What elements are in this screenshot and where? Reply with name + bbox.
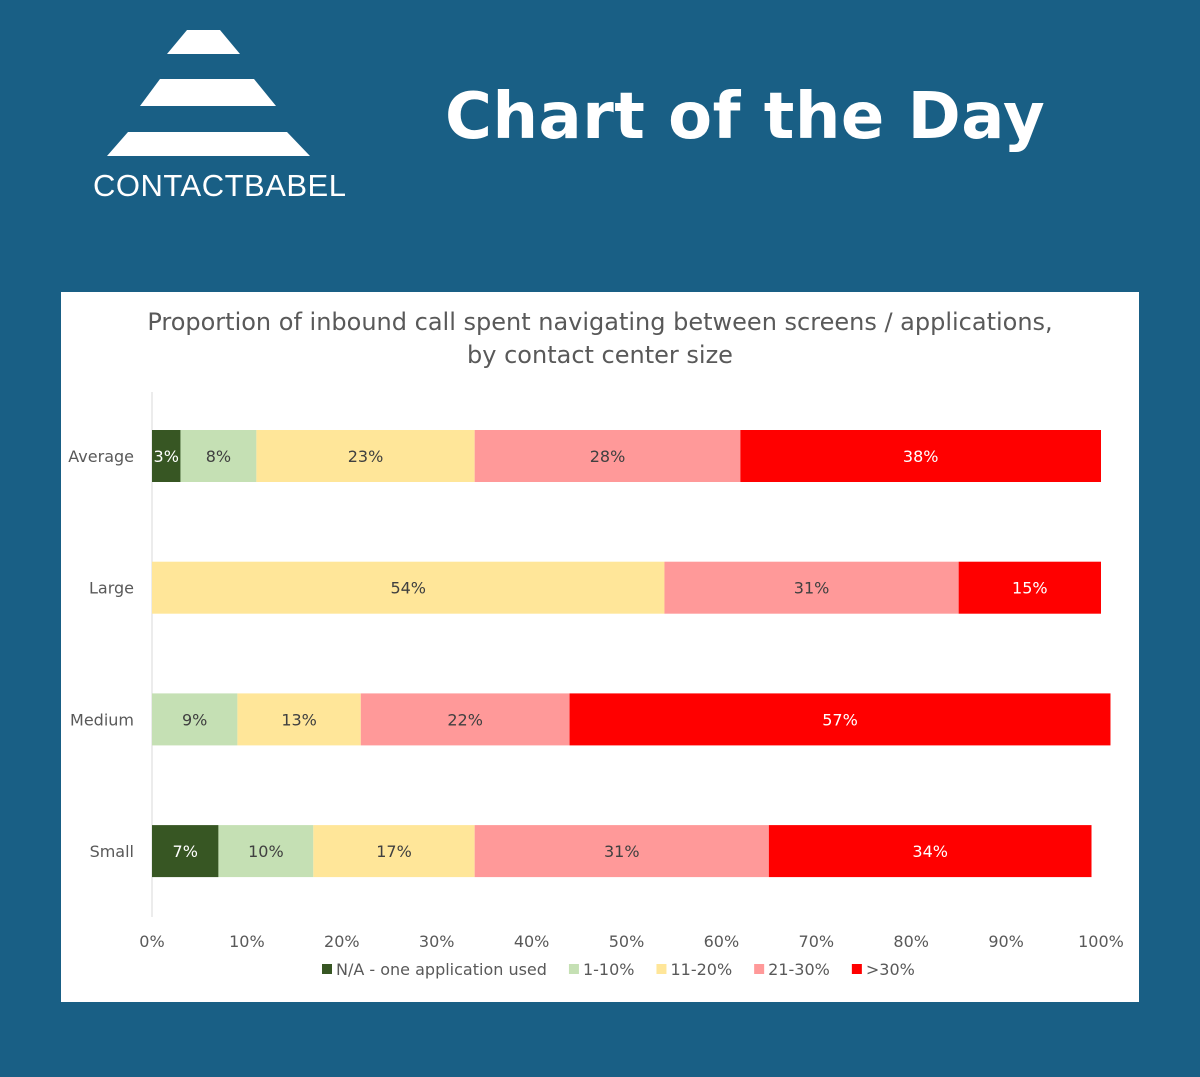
- stacked-bar-chart: Average 3% 8% 23% 28% 38% Large 54% 31% 15% Medium…: [68, 392, 1124, 979]
- category-label-small: Small: [90, 842, 134, 861]
- bar-segment: [360, 693, 570, 746]
- bar-segment: [180, 430, 257, 482]
- chart-title-line-2: by contact center size: [467, 341, 733, 369]
- legend-label: 11-20%: [670, 960, 732, 979]
- data-label: 7%: [173, 842, 198, 861]
- bar-segment: [313, 825, 475, 878]
- bar-segment: [958, 561, 1101, 614]
- chart-title: Proportion of inbound call spent navigat…: [61, 306, 1139, 372]
- logo-tier-top: [167, 30, 240, 54]
- x-tick-label: 70%: [799, 932, 835, 951]
- data-label: 13%: [281, 710, 317, 729]
- bar-segment: [474, 430, 741, 482]
- x-tick-label: 0%: [139, 932, 164, 951]
- x-tick-label: 60%: [704, 932, 740, 951]
- legend-swatch: [322, 964, 332, 974]
- data-label: 34%: [912, 842, 948, 861]
- data-label: 8%: [206, 447, 231, 466]
- category-label-large: Large: [89, 579, 134, 598]
- legend-label: >30%: [866, 960, 915, 979]
- legend-label: N/A - one application used: [336, 960, 547, 979]
- legend-swatch: [656, 964, 667, 974]
- data-label: 23%: [348, 447, 384, 466]
- data-label: 57%: [822, 710, 858, 729]
- contactbabel-logo: [107, 30, 310, 156]
- legend-label: 1-10%: [583, 960, 635, 979]
- logo-tier-middle: [140, 79, 276, 106]
- bar-segment: [152, 825, 219, 878]
- bar-segment: [740, 430, 1101, 482]
- x-tick-label: 100%: [1078, 932, 1124, 951]
- bar-segment: [152, 693, 238, 746]
- data-label: 31%: [604, 842, 640, 861]
- chart-title-line-1: Proportion of inbound call spent navigat…: [147, 308, 1053, 336]
- bar-segment: [218, 825, 314, 878]
- x-tick-label: 40%: [514, 932, 550, 951]
- logo-wordmark: CONTACTBABEL: [93, 168, 347, 203]
- legend-label: 21-30%: [768, 960, 830, 979]
- x-tick-label: 30%: [419, 932, 455, 951]
- category-label-medium: Medium: [70, 710, 134, 729]
- data-label: 3%: [154, 447, 179, 466]
- chart-panel: Proportion of inbound call spent navigat…: [61, 292, 1139, 1002]
- legend-swatch: [754, 964, 765, 974]
- bar-segment: [474, 825, 769, 878]
- data-label: 10%: [248, 842, 284, 861]
- bar-segment: [237, 693, 361, 746]
- data-label: 28%: [590, 447, 626, 466]
- data-label: 31%: [794, 579, 830, 598]
- data-label: 22%: [447, 710, 483, 729]
- bar-segment: [768, 825, 1092, 878]
- page-title: Chart of the Day: [445, 80, 1046, 154]
- data-label: 54%: [390, 579, 426, 598]
- data-label: 9%: [182, 710, 207, 729]
- data-label: 17%: [376, 842, 412, 861]
- data-label: 38%: [903, 447, 939, 466]
- x-tick-label: 90%: [988, 932, 1024, 951]
- legend-swatch: [851, 964, 862, 974]
- x-tick-label: 20%: [324, 932, 360, 951]
- x-tick-label: 50%: [609, 932, 645, 951]
- category-label-average: Average: [68, 447, 134, 466]
- legend-swatch: [568, 964, 579, 974]
- x-tick-label: 10%: [229, 932, 265, 951]
- bar-segment: [152, 561, 665, 614]
- bar-segment: [569, 693, 1111, 746]
- x-tick-label: 80%: [893, 932, 929, 951]
- bar-segment: [152, 430, 181, 482]
- bar-segment: [664, 561, 959, 614]
- logo-tier-bottom: [107, 132, 310, 156]
- bar-segment: [256, 430, 475, 482]
- data-label: 15%: [1012, 579, 1048, 598]
